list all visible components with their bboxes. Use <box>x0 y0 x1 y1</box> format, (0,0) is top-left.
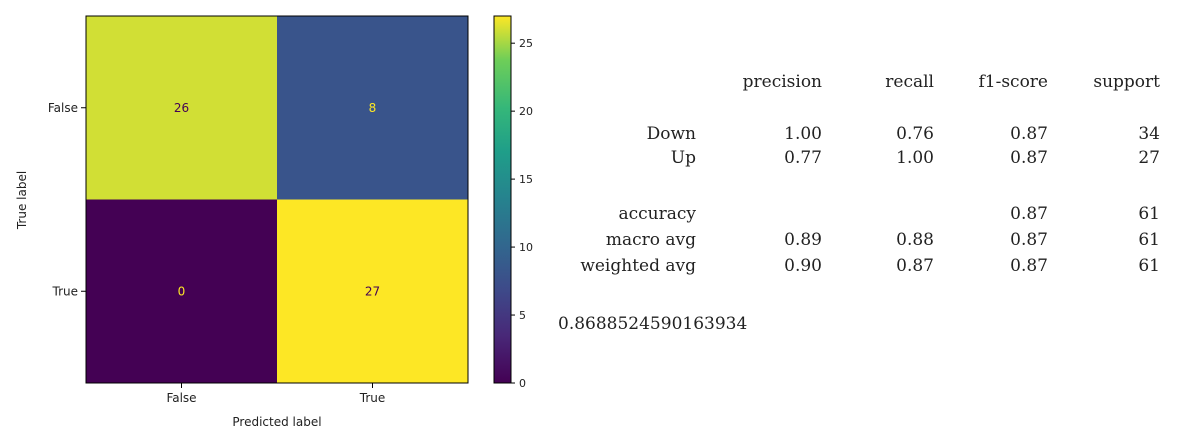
colorbar-tick-label: 15 <box>519 173 533 186</box>
cell-value-label: 8 <box>369 101 377 115</box>
cell-f1: 0.87 <box>1010 230 1048 250</box>
cell-recall: 0.87 <box>896 256 934 276</box>
x-axis-label: Predicted label <box>232 415 321 429</box>
header-recall: recall <box>885 72 934 92</box>
cell-support: 61 <box>1138 204 1160 224</box>
heatmap-cells <box>86 16 468 383</box>
heatmap-cell <box>277 16 468 200</box>
row-label: Up <box>670 148 696 168</box>
cell-f1: 0.87 <box>1010 124 1048 144</box>
colorbar-tick-label: 0 <box>519 377 526 390</box>
cell-support: 61 <box>1138 230 1160 250</box>
cell-precision: 0.77 <box>784 148 822 168</box>
heatmap-cell <box>277 199 468 383</box>
colorbar-tick-label: 20 <box>519 105 533 118</box>
accuracy-score: 0.8688524590163934 <box>558 314 748 334</box>
cell-f1: 0.87 <box>1010 148 1048 168</box>
header-support: support <box>1093 72 1160 92</box>
x-tick-label: True <box>359 391 386 405</box>
header-f1-score: f1-score <box>978 72 1048 92</box>
heatmap-cell-labels: 26 8 0 27 <box>174 101 380 299</box>
cell-f1: 0.87 <box>1010 256 1048 276</box>
y-axis-ticks: False True <box>48 101 86 298</box>
x-tick-label: False <box>166 391 196 405</box>
heatmap-cell <box>86 16 277 200</box>
colorbar-tick-label: 25 <box>519 37 533 50</box>
confusion-matrix-plot: 26 8 0 27 False True False True Predicted lab… <box>15 15 533 429</box>
colorbar-tick-label: 5 <box>519 309 526 322</box>
y-tick-label: True <box>52 284 79 298</box>
row-label: accuracy <box>618 204 696 224</box>
cell-precision: 1.00 <box>784 124 822 144</box>
colorbar <box>493 15 512 384</box>
cell-recall: 0.76 <box>896 124 934 144</box>
y-axis-label: True label <box>15 171 29 230</box>
row-label: Down <box>646 124 696 144</box>
colorbar-ticks: 0 5 10 15 20 25 <box>511 37 533 390</box>
cell-support: 61 <box>1138 256 1160 276</box>
cell-value-label: 27 <box>365 284 380 298</box>
x-axis-ticks: False True <box>166 383 385 405</box>
row-label: macro avg <box>605 230 696 250</box>
colorbar-tick-label: 10 <box>519 241 533 254</box>
y-tick-label: False <box>48 101 78 115</box>
plot-frame <box>85 15 469 384</box>
cell-recall: 1.00 <box>896 148 934 168</box>
cell-recall: 0.88 <box>896 230 934 250</box>
cell-f1: 0.87 <box>1010 204 1048 224</box>
cell-support: 27 <box>1138 148 1160 168</box>
cell-precision: 0.89 <box>784 230 822 250</box>
cell-support: 34 <box>1138 124 1160 144</box>
cell-value-label: 26 <box>174 101 189 115</box>
cell-value-label: 0 <box>178 284 186 298</box>
cell-precision: 0.90 <box>784 256 822 276</box>
header-precision: precision <box>742 72 822 92</box>
row-label: weighted avg <box>580 256 696 276</box>
heatmap-cell <box>86 199 277 383</box>
